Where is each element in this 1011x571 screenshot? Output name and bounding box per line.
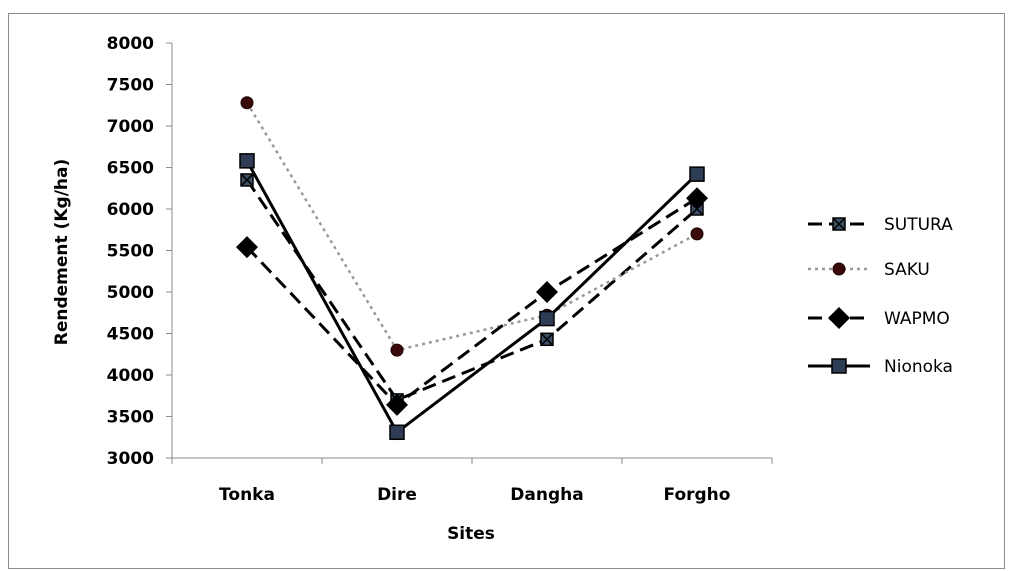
y-axis-title: Rendement (Kg/ha) [52,159,72,345]
y-tick-label: 8000 [107,34,154,54]
y-tick-label: 4000 [107,366,154,386]
x-tick-label: Dangha [510,485,583,505]
x-axis-title: Sites [447,524,495,544]
x-tick-label: Tonka [219,485,275,505]
legend-label-saku: SAKU [884,260,930,280]
data-point-nionoka [389,424,405,441]
legend-label-wapmo: WAPMO [884,309,950,329]
data-point-wapmo [536,281,558,303]
data-point-saku [240,96,254,110]
x-tick-label: Forgho [664,485,731,505]
data-point-saku [390,343,404,357]
y-tick-label: 3500 [107,408,154,428]
data-point-nionoka [539,310,555,327]
legend-label-nionoka: Nionoka [884,357,953,377]
legend-marker-saku [832,262,846,276]
data-point-sutura-cross [540,332,554,346]
data-point-wapmo [386,393,408,416]
y-tick-label: 6500 [107,159,154,179]
y-tick-label: 7000 [107,117,154,137]
legend-marker-wapmo [828,307,850,329]
legend-marker-nionoka [831,358,847,374]
x-tick-label: Dire [377,485,417,505]
data-point-nionoka [239,153,255,169]
data-point-wapmo [686,187,708,210]
legend-label-sutura: SUTURA [884,215,953,235]
data-point-saku [690,227,704,241]
series-line-saku [245,102,698,352]
y-tick-label: 5000 [107,283,154,303]
data-point-sutura-cross [240,173,254,187]
y-tick-label: 4500 [107,325,154,345]
y-tick-label: 6000 [107,200,154,220]
data-point-wapmo [236,236,258,259]
legend-marker-sutura-cross [832,217,846,231]
y-tick-label: 7500 [107,76,154,96]
series-line-nionoka [245,160,699,435]
y-tick-label: 5500 [107,242,154,262]
series-line-sutura [245,179,698,402]
y-tick-label: 3000 [107,449,154,469]
data-point-nionoka [689,166,705,182]
chart-area [8,13,1005,569]
